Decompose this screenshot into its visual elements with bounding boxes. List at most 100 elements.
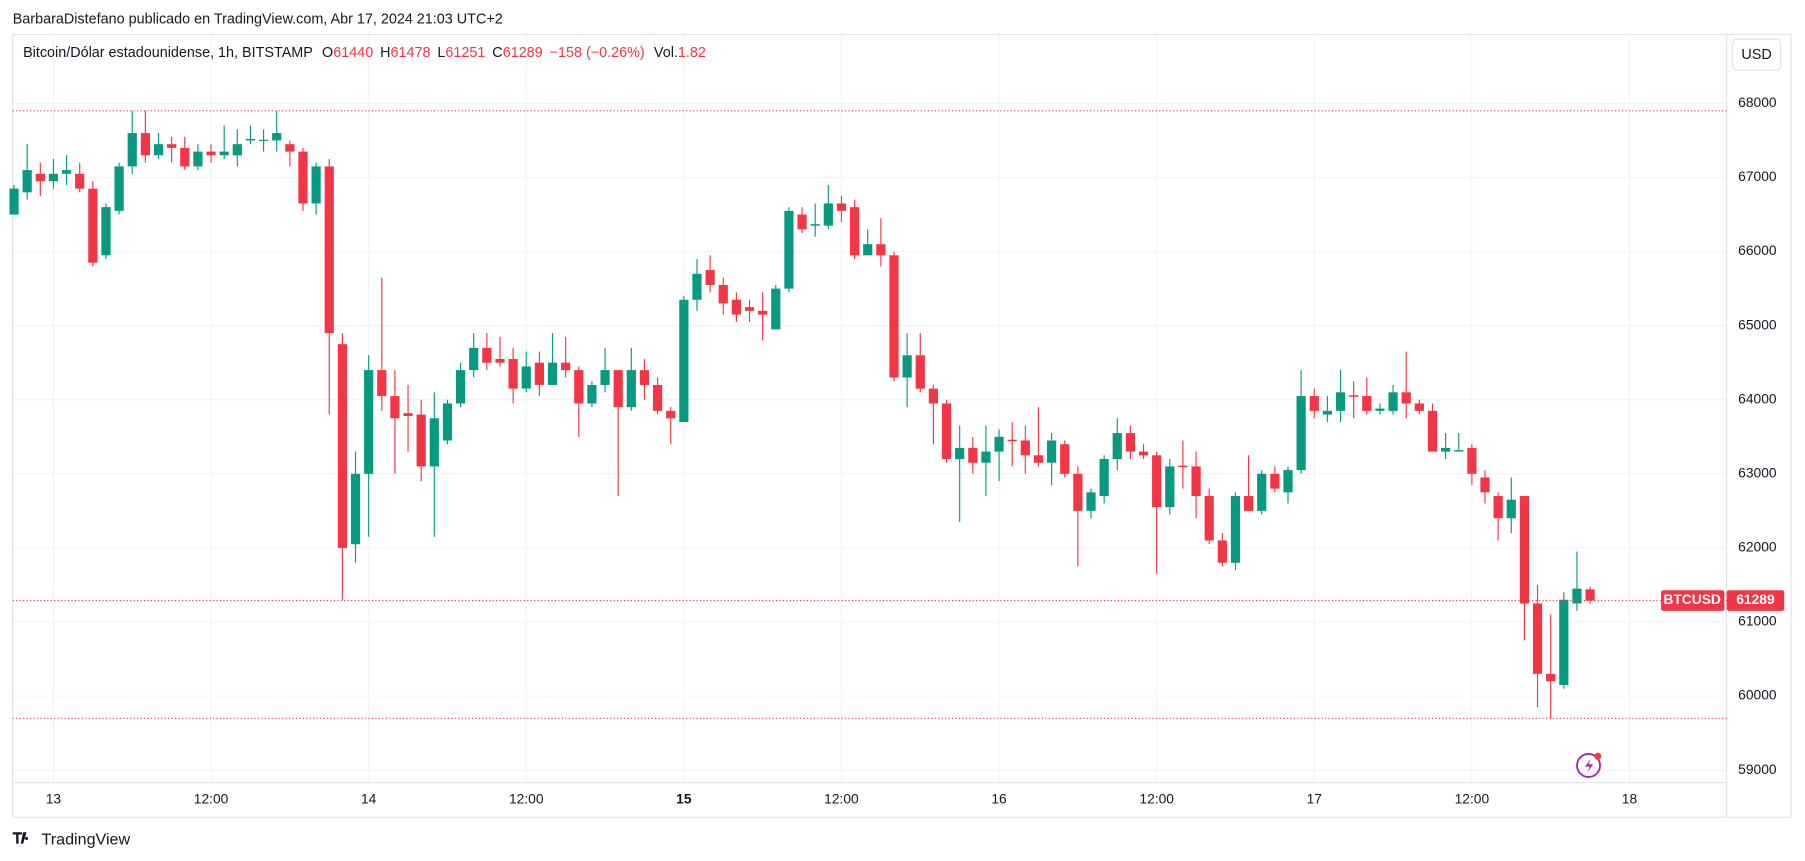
x-tick-label: 12:00 bbox=[1455, 791, 1490, 807]
candle-body bbox=[902, 355, 912, 378]
candle-body bbox=[1388, 392, 1398, 411]
candle-body bbox=[1099, 459, 1109, 497]
candle-body bbox=[639, 370, 650, 385]
symbol: Bitcoin/Dólar estadounidense, 1h, BITSTA… bbox=[23, 45, 313, 61]
candle-body bbox=[823, 203, 833, 226]
candle-body bbox=[679, 299, 689, 422]
candle-body bbox=[429, 418, 439, 467]
candle-body bbox=[127, 133, 137, 167]
candles bbox=[9, 110, 1595, 719]
h-value: 61478 bbox=[391, 45, 431, 61]
candle-body bbox=[1467, 447, 1477, 474]
candle-body bbox=[1073, 473, 1083, 511]
x-tick-label: 14 bbox=[361, 791, 377, 807]
candle-body bbox=[114, 166, 124, 211]
candle-body bbox=[1480, 477, 1490, 493]
candle-body bbox=[810, 224, 820, 226]
candle-body bbox=[915, 355, 925, 389]
footer-brand: TradingView bbox=[42, 831, 131, 849]
currency-button[interactable] bbox=[1731, 38, 1782, 71]
candle-body bbox=[955, 447, 965, 460]
candle-body bbox=[1493, 496, 1503, 519]
currency-label[interactable]: USD bbox=[1741, 47, 1771, 63]
candle-body bbox=[1414, 403, 1424, 411]
candle-body bbox=[1454, 450, 1464, 452]
candle-body bbox=[180, 147, 190, 167]
ticker-label: BTCUSD bbox=[1663, 591, 1721, 607]
candle-body bbox=[652, 384, 663, 411]
candle-body bbox=[482, 347, 492, 363]
vol-value: 1.82 bbox=[678, 45, 706, 61]
candle-body bbox=[469, 347, 479, 371]
ticker-badge bbox=[1661, 590, 1725, 611]
candle-body bbox=[193, 151, 203, 167]
candle-body bbox=[784, 210, 794, 289]
candle-body bbox=[22, 170, 32, 193]
x-tick-label: 12:00 bbox=[509, 791, 544, 807]
candle-body bbox=[9, 188, 19, 215]
candle-body bbox=[758, 310, 768, 315]
publisher-line: BarbaraDistefano publicado en TradingVie… bbox=[13, 11, 503, 27]
candle-body bbox=[298, 151, 308, 204]
y-tick-label: 61000 bbox=[1738, 613, 1777, 629]
candle-body bbox=[1283, 470, 1293, 493]
candle-body bbox=[1322, 410, 1333, 415]
x-tick-label: 12:00 bbox=[1139, 791, 1174, 807]
candle-body bbox=[508, 358, 518, 389]
candle-body bbox=[495, 358, 505, 363]
candle-body bbox=[587, 384, 597, 404]
grid bbox=[12, 34, 1727, 783]
candle-body bbox=[1086, 492, 1096, 511]
candle-body bbox=[613, 370, 623, 408]
candle-body bbox=[718, 284, 728, 304]
x-tick-label: 12:00 bbox=[194, 791, 229, 807]
candle-body bbox=[416, 414, 426, 467]
candle-body bbox=[771, 288, 781, 330]
candle-body bbox=[889, 255, 899, 378]
candle-body bbox=[666, 410, 676, 419]
candle-body bbox=[1046, 440, 1057, 463]
legend: Bitcoin/Dólar estadounidense, 1h, BITSTA… bbox=[23, 45, 706, 61]
candle-body bbox=[836, 203, 847, 211]
candle-body bbox=[88, 188, 98, 263]
candle-body bbox=[626, 370, 636, 408]
x-tick-label: 12:00 bbox=[824, 791, 859, 807]
candle-body bbox=[1060, 444, 1070, 474]
candle-body bbox=[35, 173, 45, 182]
o-value: 61440 bbox=[333, 45, 373, 61]
h-label: H bbox=[380, 45, 390, 61]
candle-body bbox=[534, 362, 544, 385]
candle-body bbox=[350, 473, 361, 545]
price-label: 61289 bbox=[1736, 591, 1775, 607]
flash-icon[interactable] bbox=[1576, 752, 1602, 778]
candle-body bbox=[75, 173, 85, 189]
candle-body bbox=[1020, 440, 1030, 456]
l-value: 61251 bbox=[445, 45, 485, 61]
candle-body bbox=[364, 370, 374, 474]
candle-body bbox=[941, 403, 952, 460]
candle-body bbox=[455, 370, 466, 404]
candle-body bbox=[324, 166, 334, 334]
candle-body bbox=[1204, 496, 1214, 541]
y-tick-label: 65000 bbox=[1738, 316, 1777, 332]
candle-body bbox=[1178, 465, 1188, 468]
candle-body bbox=[1362, 396, 1372, 411]
candle-body bbox=[1559, 599, 1569, 685]
x-tick-label: 13 bbox=[46, 791, 62, 807]
candle-body bbox=[521, 366, 531, 389]
candle-body bbox=[61, 170, 72, 174]
candle-body bbox=[994, 436, 1004, 452]
candle-body bbox=[442, 403, 453, 441]
candle-body bbox=[403, 413, 413, 417]
o-label: O bbox=[322, 45, 333, 61]
candle-body bbox=[140, 133, 150, 156]
candle-body bbox=[245, 138, 256, 141]
candle-body bbox=[1375, 408, 1385, 411]
candle-body bbox=[1112, 433, 1122, 460]
candle-body bbox=[1217, 540, 1227, 563]
candle-body bbox=[1506, 499, 1516, 519]
candle-body bbox=[1309, 396, 1319, 411]
candle-body bbox=[1427, 410, 1438, 452]
candle-body bbox=[311, 166, 321, 204]
vol-label: Vol. bbox=[654, 45, 678, 61]
